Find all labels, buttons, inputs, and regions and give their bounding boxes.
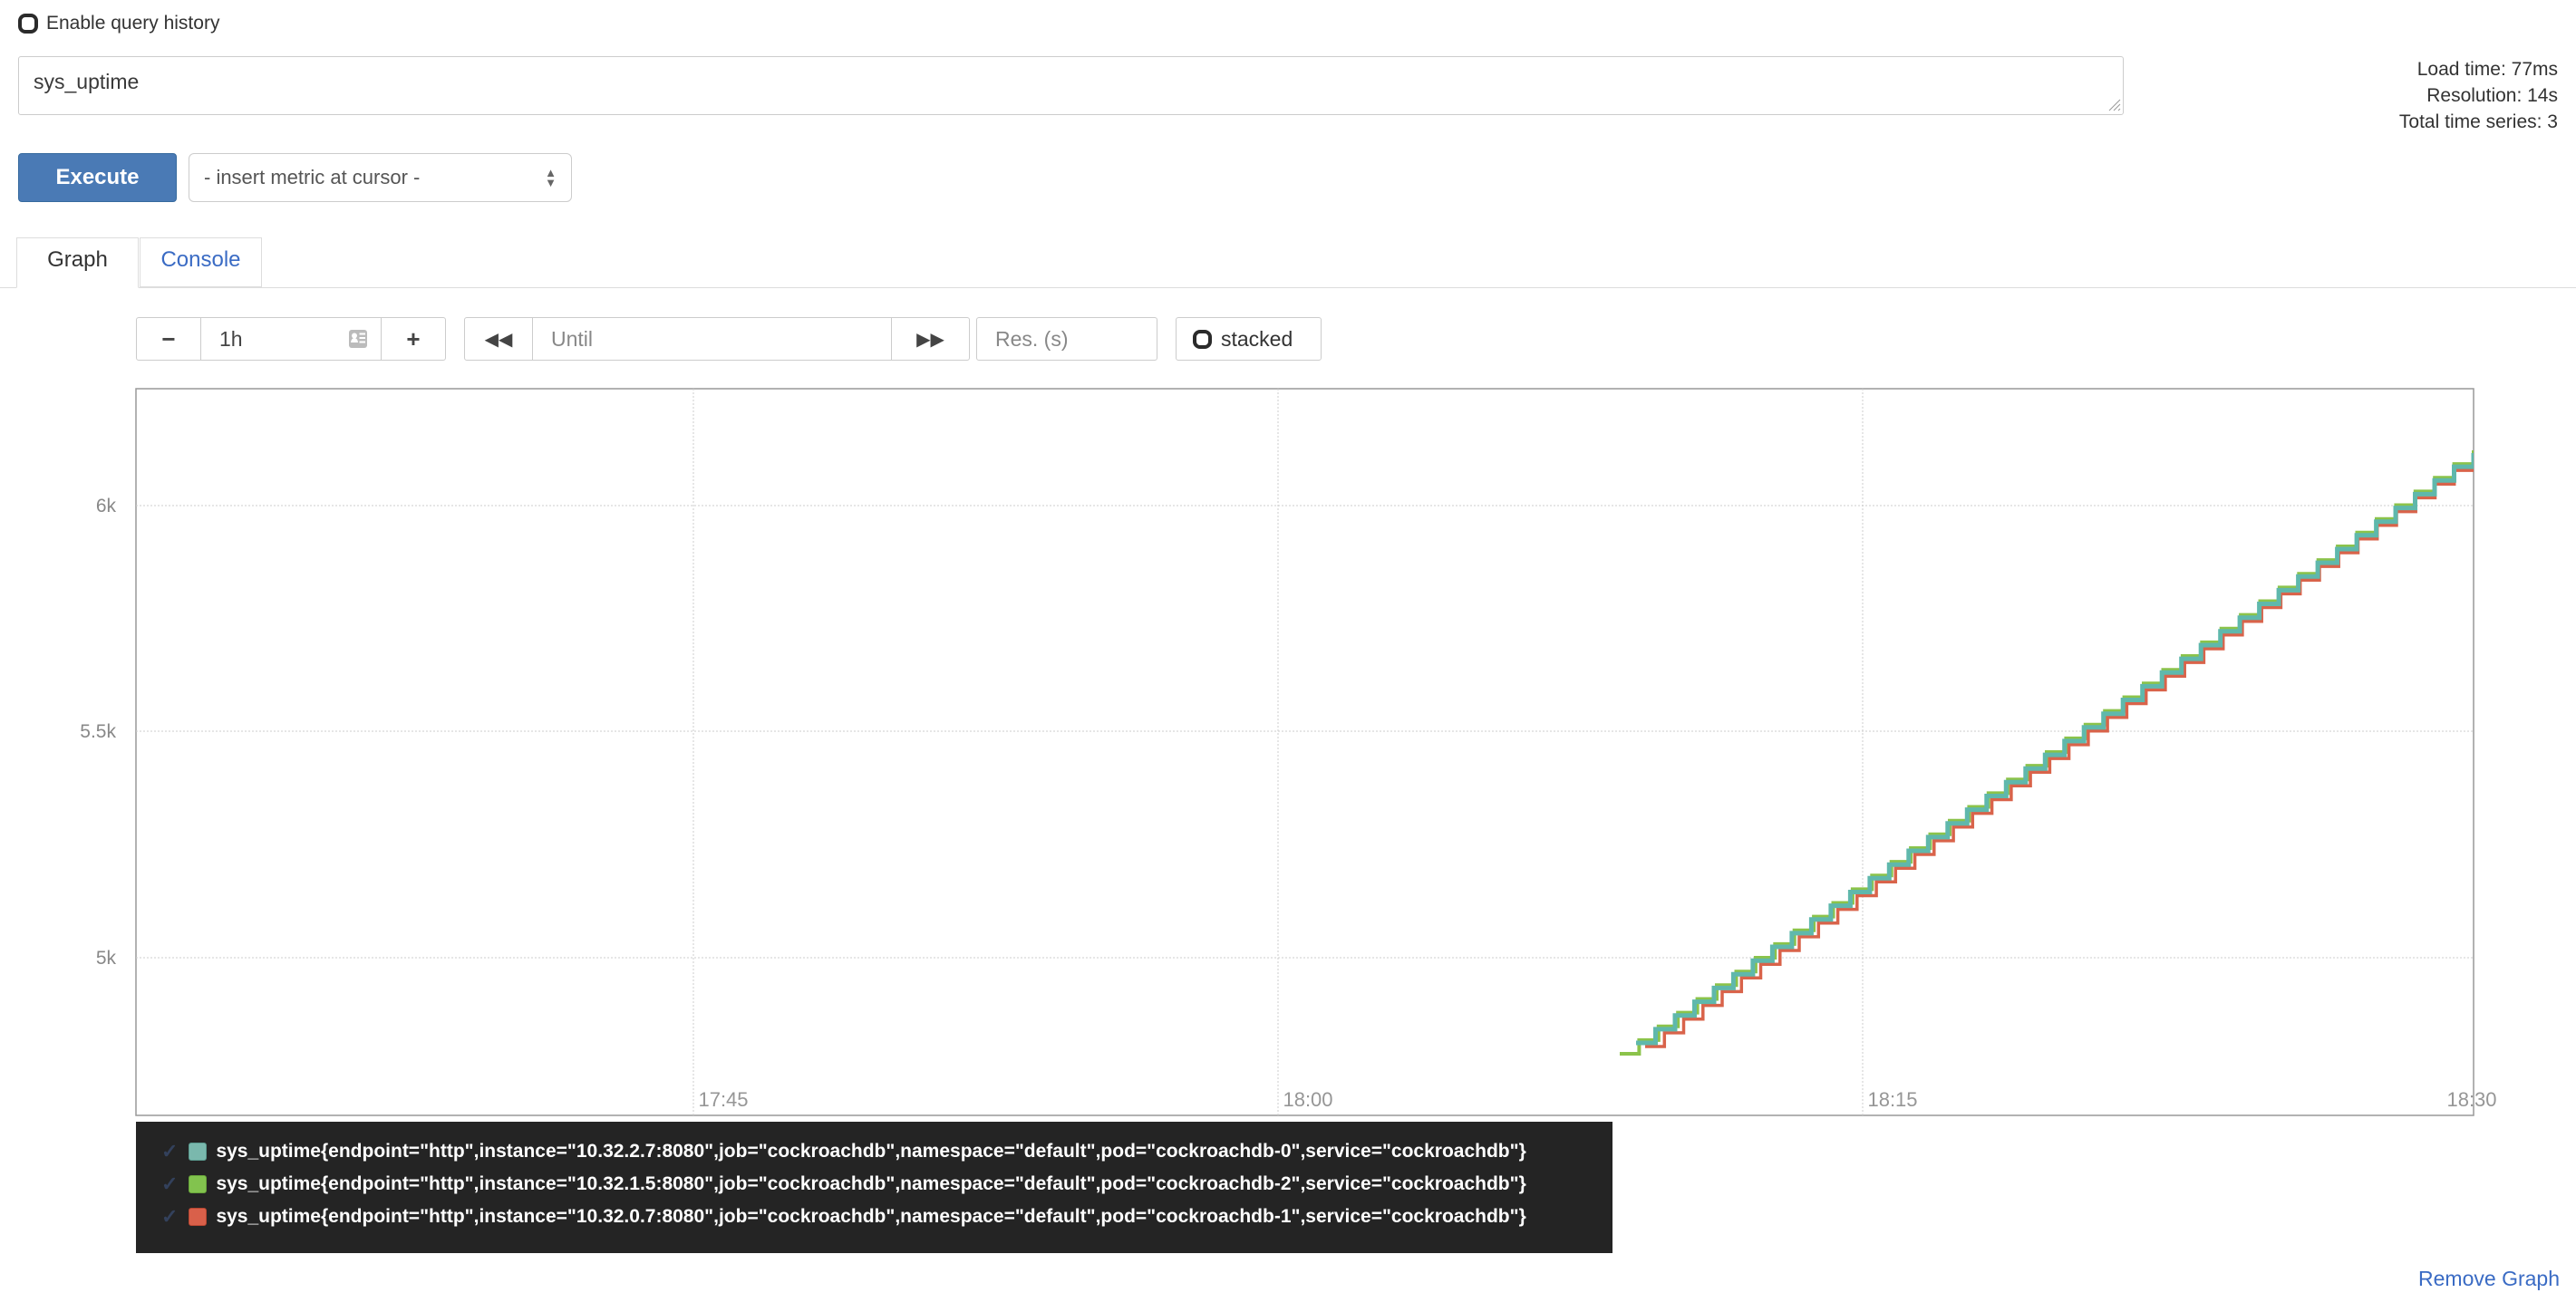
svg-text:5k: 5k [96, 948, 117, 969]
svg-text:18:00: 18:00 [1283, 1088, 1332, 1111]
svg-text:6k: 6k [96, 496, 117, 516]
svg-text:18:30: 18:30 [2446, 1088, 2496, 1111]
svg-text:5.5k: 5.5k [80, 721, 116, 742]
svg-text:18:15: 18:15 [1867, 1088, 1917, 1111]
svg-text:17:45: 17:45 [698, 1088, 748, 1111]
